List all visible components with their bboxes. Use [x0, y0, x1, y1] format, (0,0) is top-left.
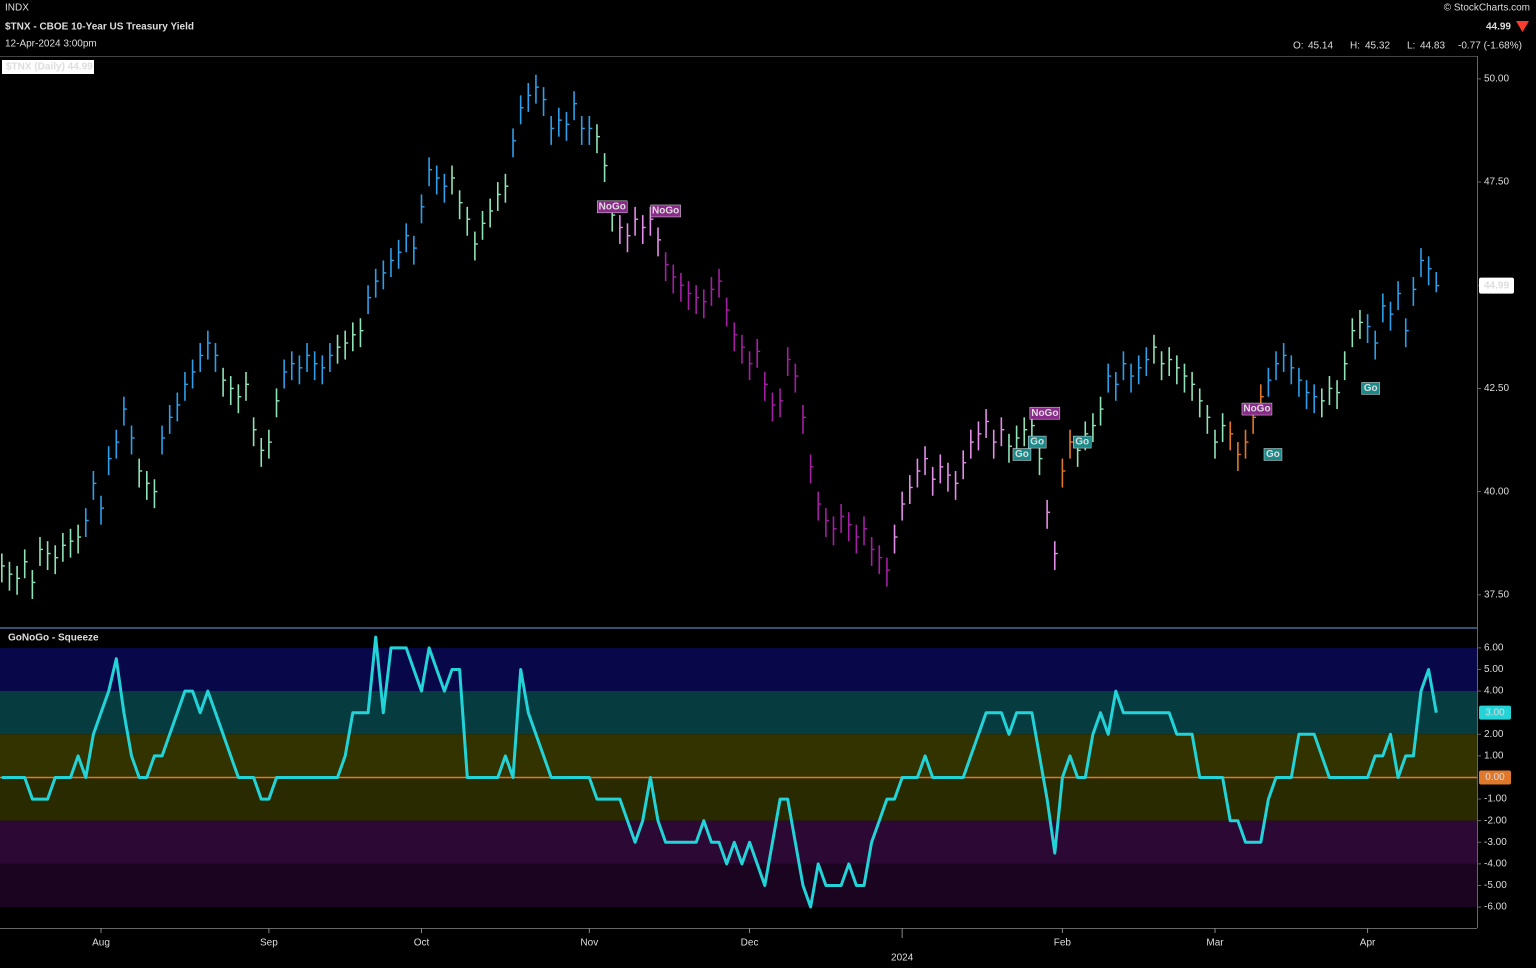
y-tick-label: -5.00	[1484, 880, 1507, 891]
zone-band	[0, 777, 1477, 821]
signal-label: Go	[1030, 437, 1044, 448]
x-tick-label: Oct	[414, 938, 430, 949]
y-tick-label: -1.00	[1484, 794, 1507, 805]
zero-label: 0.00	[1485, 772, 1505, 783]
zone-band	[0, 691, 1477, 735]
y-tick-label: 1.00	[1484, 751, 1504, 762]
down-arrow	[1516, 21, 1529, 32]
last-value-box	[1479, 705, 1511, 720]
signal-box	[1012, 448, 1032, 461]
signal-label: Go	[1075, 437, 1089, 448]
y-tick-label: -6.00	[1484, 902, 1507, 913]
x-tick-label: Feb	[1054, 938, 1072, 949]
x-tick-label: Mar	[1206, 938, 1224, 949]
signal-label: NoGo	[599, 201, 626, 212]
signal-label: NoGo	[1031, 408, 1058, 419]
x-tick-label: Dec	[741, 938, 759, 949]
last-value-box	[1479, 277, 1514, 294]
last-value-label: 3.00	[1485, 707, 1505, 718]
legend: GoNoGo - Squeeze	[8, 633, 99, 644]
y-tick-label: 2.00	[1484, 729, 1504, 740]
source: © StockCharts.com	[1444, 3, 1530, 14]
y-tick-label: 4.00	[1484, 686, 1504, 697]
zero-label-box	[1479, 770, 1511, 785]
signal-box	[596, 200, 628, 214]
legend-box	[2, 631, 94, 645]
x-tick-label: Sep	[260, 938, 278, 949]
quote-change: -0.77 (-1.68%)	[1458, 41, 1522, 52]
oscillator-line	[1, 635, 1438, 909]
quote-label: H:	[1350, 41, 1360, 52]
signal-box	[1027, 435, 1047, 449]
zone-band	[0, 647, 1477, 692]
legend-box	[2, 60, 94, 74]
chart-title: $TNX - CBOE 10-Year US Treasury Yield	[5, 22, 194, 33]
signal-label: NoGo	[652, 206, 679, 217]
y-tick-label: 50.00	[1484, 74, 1509, 85]
signal-box	[1072, 435, 1092, 449]
signal-label: Go	[1364, 383, 1378, 394]
signal-label: NoGo	[1243, 404, 1270, 415]
signal-box	[1029, 406, 1061, 420]
signal-box	[650, 204, 681, 218]
signal-box	[1241, 402, 1273, 416]
x-tick-label: Apr	[1360, 938, 1376, 949]
y-tick-label: 40.00	[1484, 486, 1509, 497]
y-tick-label: 42.50	[1484, 383, 1509, 394]
signal-label: Go	[1266, 449, 1280, 460]
y-tick-label: 6.00	[1484, 643, 1504, 654]
exchange: INDX	[5, 3, 29, 14]
legend: $TNX (Daily) 44.99	[6, 62, 93, 73]
quote-low: 44.83	[1420, 41, 1445, 52]
last-price: 44.99	[1486, 22, 1511, 33]
y-tick-label: -4.00	[1484, 858, 1507, 869]
quote-label: L:	[1407, 41, 1415, 52]
quote-open: 45.14	[1308, 41, 1333, 52]
x-tick-label: Nov	[580, 938, 598, 949]
signal-box	[1361, 382, 1380, 395]
last-value-label: 44.99	[1484, 280, 1509, 291]
zone-band	[0, 863, 1477, 908]
x-tick-label: Aug	[92, 938, 110, 949]
signal-box	[1263, 448, 1283, 461]
y-tick-label: 47.50	[1484, 177, 1509, 188]
y-tick-label: -3.00	[1484, 837, 1507, 848]
subtitle: 12-Apr-2024 3:00pm	[5, 39, 97, 50]
x-tick-label: 2024	[891, 953, 914, 964]
signal-label: Go	[1015, 449, 1029, 460]
y-tick-label: -2.00	[1484, 815, 1507, 826]
zone-band	[0, 734, 1477, 778]
y-tick-label: 5.00	[1484, 664, 1504, 675]
quote-label: O:	[1293, 41, 1304, 52]
quote-high: 45.32	[1365, 41, 1390, 52]
y-tick-label: 37.50	[1484, 589, 1509, 600]
